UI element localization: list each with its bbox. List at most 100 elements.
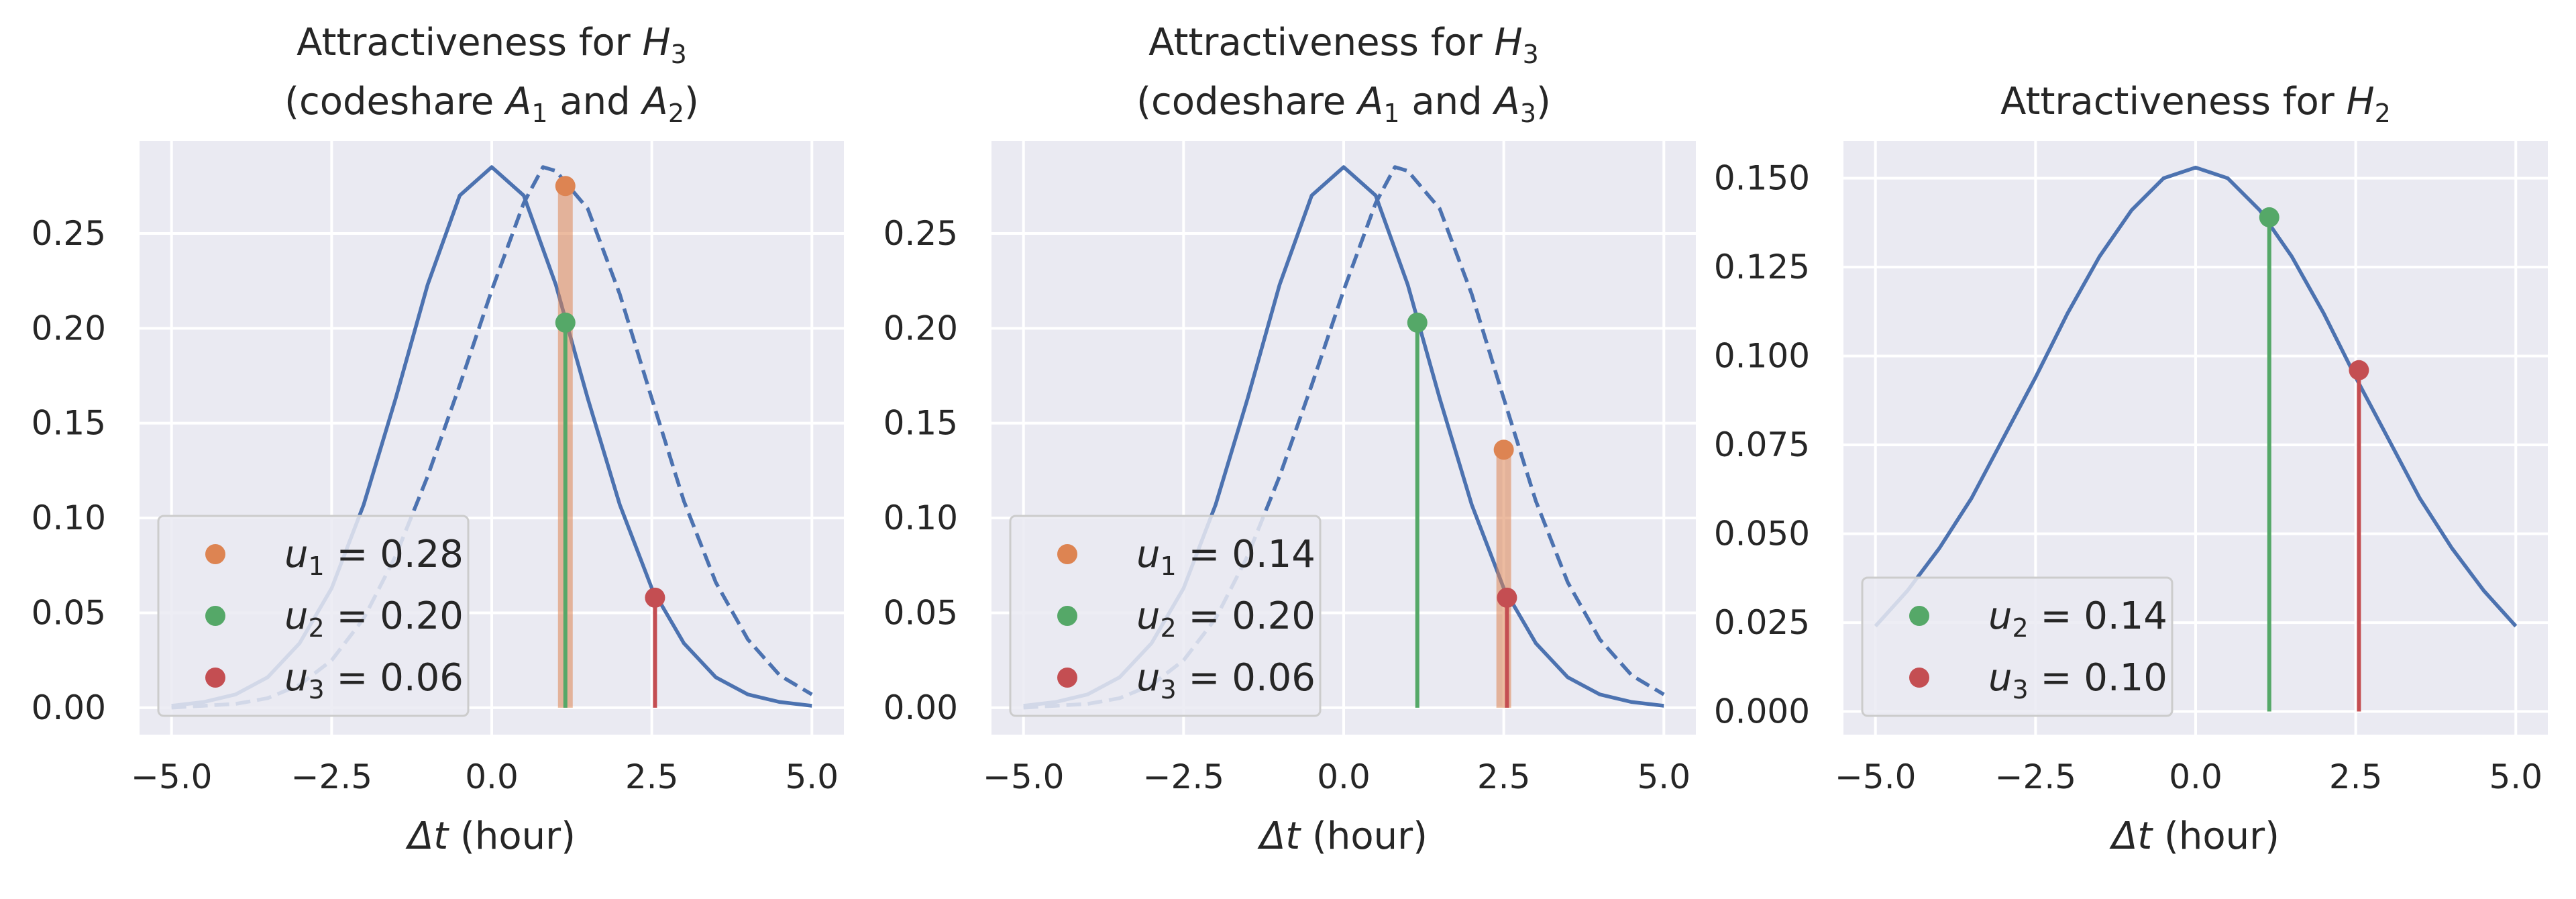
legend-equals: = xyxy=(1177,594,1232,638)
y-tick-label: 0.05 xyxy=(32,593,106,632)
chart-title-part: A xyxy=(504,80,531,123)
marker-u3 xyxy=(645,587,665,608)
x-axis-label-unit: (hour) xyxy=(448,814,576,858)
legend-marker-u2 xyxy=(205,606,225,626)
x-axis-label-unit: (hour) xyxy=(2152,814,2279,858)
chart-title-part: ) xyxy=(684,80,699,123)
chart-title-subscript: 3 xyxy=(1523,40,1539,69)
legend-value: 0.14 xyxy=(1232,533,1316,576)
legend-subscript: 1 xyxy=(309,551,325,581)
legend-equals: = xyxy=(325,656,380,700)
chart-title-text: Attractiveness for xyxy=(2000,80,2346,123)
x-tick-label: −5.0 xyxy=(131,757,212,796)
legend-value: 0.20 xyxy=(1232,594,1316,638)
x-tick-label: −2.5 xyxy=(1143,757,1224,796)
legend-marker-u3 xyxy=(205,668,225,688)
marker-u3 xyxy=(1497,587,1517,608)
legend-marker-u1 xyxy=(205,544,225,564)
legend-equals: = xyxy=(1177,656,1232,700)
legend-subscript: 2 xyxy=(1161,613,1177,643)
x-axis-label: Δt (hour) xyxy=(1257,814,1428,858)
chart-title-part: A xyxy=(1356,80,1383,123)
y-tick-label: 0.00 xyxy=(883,688,958,727)
legend-marker-u3 xyxy=(1057,668,1077,688)
chart-title-part: (codeshare xyxy=(284,80,506,123)
legend-symbol: u xyxy=(1988,656,2012,700)
legend-equals: = xyxy=(2029,656,2084,700)
chart-title-text: Attractiveness for xyxy=(1148,21,1494,64)
plot-content xyxy=(171,165,813,710)
chart-panel-2: −5.0 −2.5 0.0 2.5 5.0 0.00 0.05 0.10 0.15 0.20 0.2… xyxy=(883,21,1696,858)
chart-title-part: and xyxy=(548,80,643,123)
chart-title-line1: Attractiveness for H2 xyxy=(2000,80,2391,128)
x-tick-label: 2.5 xyxy=(625,757,679,796)
x-axis-label-math: Δt xyxy=(1257,814,1301,858)
legend-label-u2: u2 = 0.14 xyxy=(1988,594,2167,643)
chart-title-part: A xyxy=(641,80,668,123)
legend-box xyxy=(1009,515,1322,717)
x-tick-label: −2.5 xyxy=(291,757,372,796)
marker-u2 xyxy=(555,312,576,333)
y-tick-label: 0.000 xyxy=(1714,692,1810,731)
y-tick-label: 0.025 xyxy=(1714,603,1810,642)
legend-symbol: u xyxy=(1136,656,1161,700)
legend-value: 0.06 xyxy=(380,656,464,700)
y-tick-label: 0.125 xyxy=(1714,248,1810,286)
chart-title-part: ) xyxy=(1536,80,1551,123)
marker-u2 xyxy=(1407,312,1428,333)
chart-title-subscript: 3 xyxy=(671,40,687,69)
legend-value: 0.10 xyxy=(2084,656,2167,700)
legend-marker-u2 xyxy=(1057,606,1077,626)
x-tick-label: −5.0 xyxy=(1835,757,1916,796)
legend-label-u1: u1 = 0.14 xyxy=(1136,533,1316,581)
x-tick-label: 5.0 xyxy=(1638,757,1691,796)
x-tick-label: 2.5 xyxy=(2329,757,2383,796)
legend-subscript: 1 xyxy=(1161,551,1177,581)
legend-label-u3: u3 = 0.06 xyxy=(1136,656,1316,704)
chart-title-subscript: 2 xyxy=(2375,99,2391,128)
legend-symbol: u xyxy=(284,533,309,576)
legend-marker-u3 xyxy=(1909,668,1929,688)
legend-equals: = xyxy=(325,533,380,576)
legend-box xyxy=(157,515,470,717)
y-tick-label: 0.15 xyxy=(883,404,958,443)
legend-subscript: 3 xyxy=(2012,675,2029,704)
x-tick-label: −2.5 xyxy=(1995,757,2076,796)
marker-u1 xyxy=(555,176,576,197)
chart-title-line2: (codeshare A1 and A2) xyxy=(284,80,699,128)
x-axis-label: Δt (hour) xyxy=(405,814,576,858)
chart-title-part: and xyxy=(1400,80,1495,123)
chart-title-text: Attractiveness for xyxy=(297,21,642,64)
y-tick-label: 0.10 xyxy=(32,498,106,537)
legend-equals: = xyxy=(1177,533,1232,576)
chart-panel-1: −5.0 −2.5 0.0 2.5 5.0 0.00 0.05 0.10 0.15 0.20 0.2… xyxy=(32,21,844,858)
y-tick-label: 0.15 xyxy=(32,404,106,443)
marker-u2 xyxy=(2259,207,2279,227)
legend-marker-u2 xyxy=(1909,606,1929,626)
chart-title-part: 2 xyxy=(668,99,684,128)
legend-subscript: 2 xyxy=(2012,613,2029,643)
plot-content xyxy=(1874,165,2518,712)
legend-equals: = xyxy=(2029,594,2084,638)
legend-symbol: u xyxy=(1136,594,1161,638)
chart-title-math: H xyxy=(1495,21,1523,64)
legend-subscript: 3 xyxy=(309,675,325,704)
y-tick-label: 0.150 xyxy=(1714,159,1810,198)
marker-u3 xyxy=(2349,360,2369,380)
x-axis-label-math: Δt xyxy=(2109,814,2153,858)
legend-symbol: u xyxy=(1988,594,2012,638)
legend-symbol: u xyxy=(284,656,309,700)
legend-label-u1: u1 = 0.28 xyxy=(284,533,464,581)
legend-value: 0.20 xyxy=(380,594,464,638)
chart-panel-3: −5.0 −2.5 0.0 2.5 5.0 0.000 0.025 0.050 0.075 0.1… xyxy=(1714,80,2548,858)
y-tick-label: 0.075 xyxy=(1714,425,1810,464)
legend-equals: = xyxy=(325,594,380,638)
x-axis-label-math: Δt xyxy=(405,814,449,858)
x-axis-label: Δt (hour) xyxy=(2109,814,2279,858)
x-tick-label: −5.0 xyxy=(983,757,1064,796)
chart-title-part: (codeshare xyxy=(1136,80,1358,123)
chart-title-part: 3 xyxy=(1520,99,1536,128)
x-tick-label: 0.0 xyxy=(465,757,519,796)
